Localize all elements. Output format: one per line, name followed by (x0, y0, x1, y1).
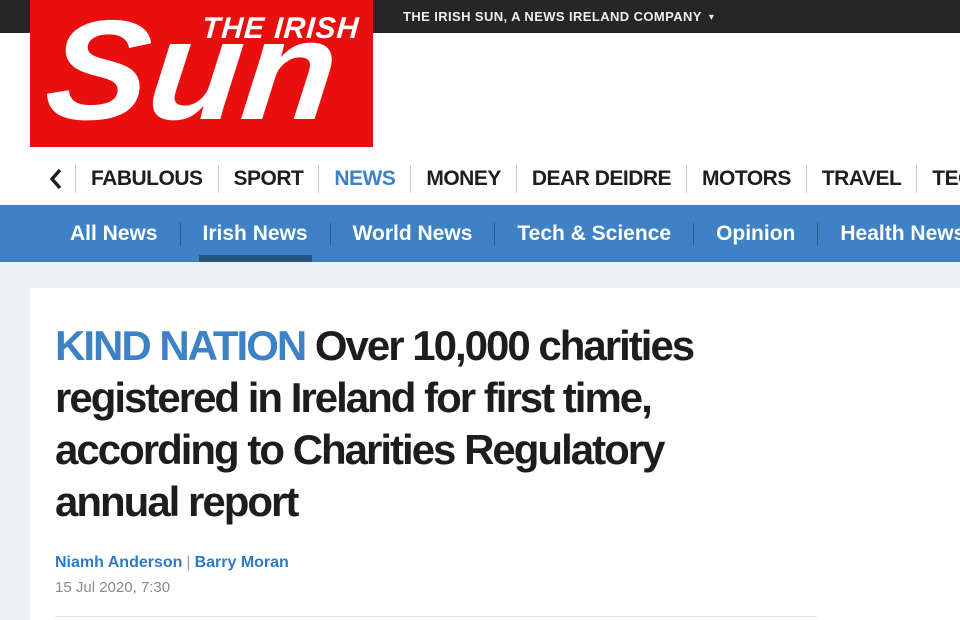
nav-divider (805, 164, 807, 193)
publish-date: 15 Jul 2020, 7:30 (55, 579, 171, 596)
nav-item-travel[interactable]: TRAVEL (821, 166, 902, 190)
nav-item-money[interactable]: MONEY (426, 166, 501, 190)
subnav-divider (693, 222, 695, 245)
byline-separator: | (186, 554, 191, 571)
subnav-item-opinion[interactable]: Opinion (716, 221, 796, 245)
nav-divider (686, 164, 688, 193)
author-link[interactable]: Niamh Anderson (55, 554, 183, 571)
company-dropdown[interactable]: THE IRISH SUN, A NEWS IRELAND COMPANY ▾ (403, 0, 714, 33)
news-sub-nav: All News Irish News World News Tech & Sc… (0, 205, 960, 262)
headline-kicker: KIND NATION (55, 322, 307, 369)
headline-line: annual report (55, 478, 299, 525)
company-label: THE IRISH SUN, A NEWS IRELAND COMPANY (403, 9, 702, 24)
byline: Niamh Anderson | Barry Moran (55, 554, 960, 572)
nav-divider (515, 164, 517, 193)
nav-item-tech[interactable]: TECH (932, 166, 960, 190)
logo-sun-text: Sun (39, 0, 346, 147)
nav-divider (318, 164, 320, 193)
subnav-divider (817, 222, 819, 245)
spacer-strip (0, 262, 960, 288)
subnav-divider (329, 222, 331, 245)
chevron-left-icon (49, 168, 62, 189)
article-divider (55, 616, 817, 617)
subnav-item-all-news[interactable]: All News (70, 221, 158, 245)
subnav-divider (179, 222, 181, 245)
nav-item-news[interactable]: NEWS (334, 166, 396, 190)
nav-divider (75, 164, 76, 193)
nav-item-motors[interactable]: MOTORS (702, 166, 791, 190)
nav-divider (410, 164, 412, 193)
page-background: KIND NATION Over 10,000 charities regist… (0, 288, 960, 620)
author-link[interactable]: Barry Moran (194, 554, 289, 571)
headline-line: registered in Ireland for first time, (55, 374, 653, 421)
subnav-item-irish-news[interactable]: Irish News (181, 205, 330, 262)
subnav-item-world-news[interactable]: World News (352, 221, 473, 245)
headline-line: according to Charities Regulatory (55, 426, 665, 473)
headline-line: KIND NATION Over 10,000 charities (55, 320, 960, 372)
nav-back-button[interactable] (0, 167, 75, 191)
nav-item-fabulous[interactable]: FABULOUS (91, 166, 203, 190)
subnav-item-tech-science[interactable]: Tech & Science (517, 221, 672, 245)
nav-item-dear-deidre[interactable]: DEAR DEIDRE (531, 166, 672, 190)
headline-text: Over 10,000 charities (314, 322, 695, 369)
irish-sun-logo[interactable]: THE IRISH Sun (30, 0, 373, 147)
nav-item-sport[interactable]: SPORT (233, 166, 304, 190)
nav-divider (217, 164, 219, 193)
header: THE IRISH Sun (0, 0, 960, 152)
main-nav: FABULOUS SPORT NEWS MONEY DEAR DEIDRE MO… (0, 152, 960, 205)
nav-divider (916, 164, 918, 193)
subnav-divider (494, 222, 496, 245)
article-headline: KIND NATION Over 10,000 charities regist… (55, 320, 960, 528)
subnav-item-health-news[interactable]: Health News (840, 221, 960, 245)
chevron-down-icon: ▾ (708, 11, 714, 23)
article-container: KIND NATION Over 10,000 charities regist… (30, 288, 960, 620)
